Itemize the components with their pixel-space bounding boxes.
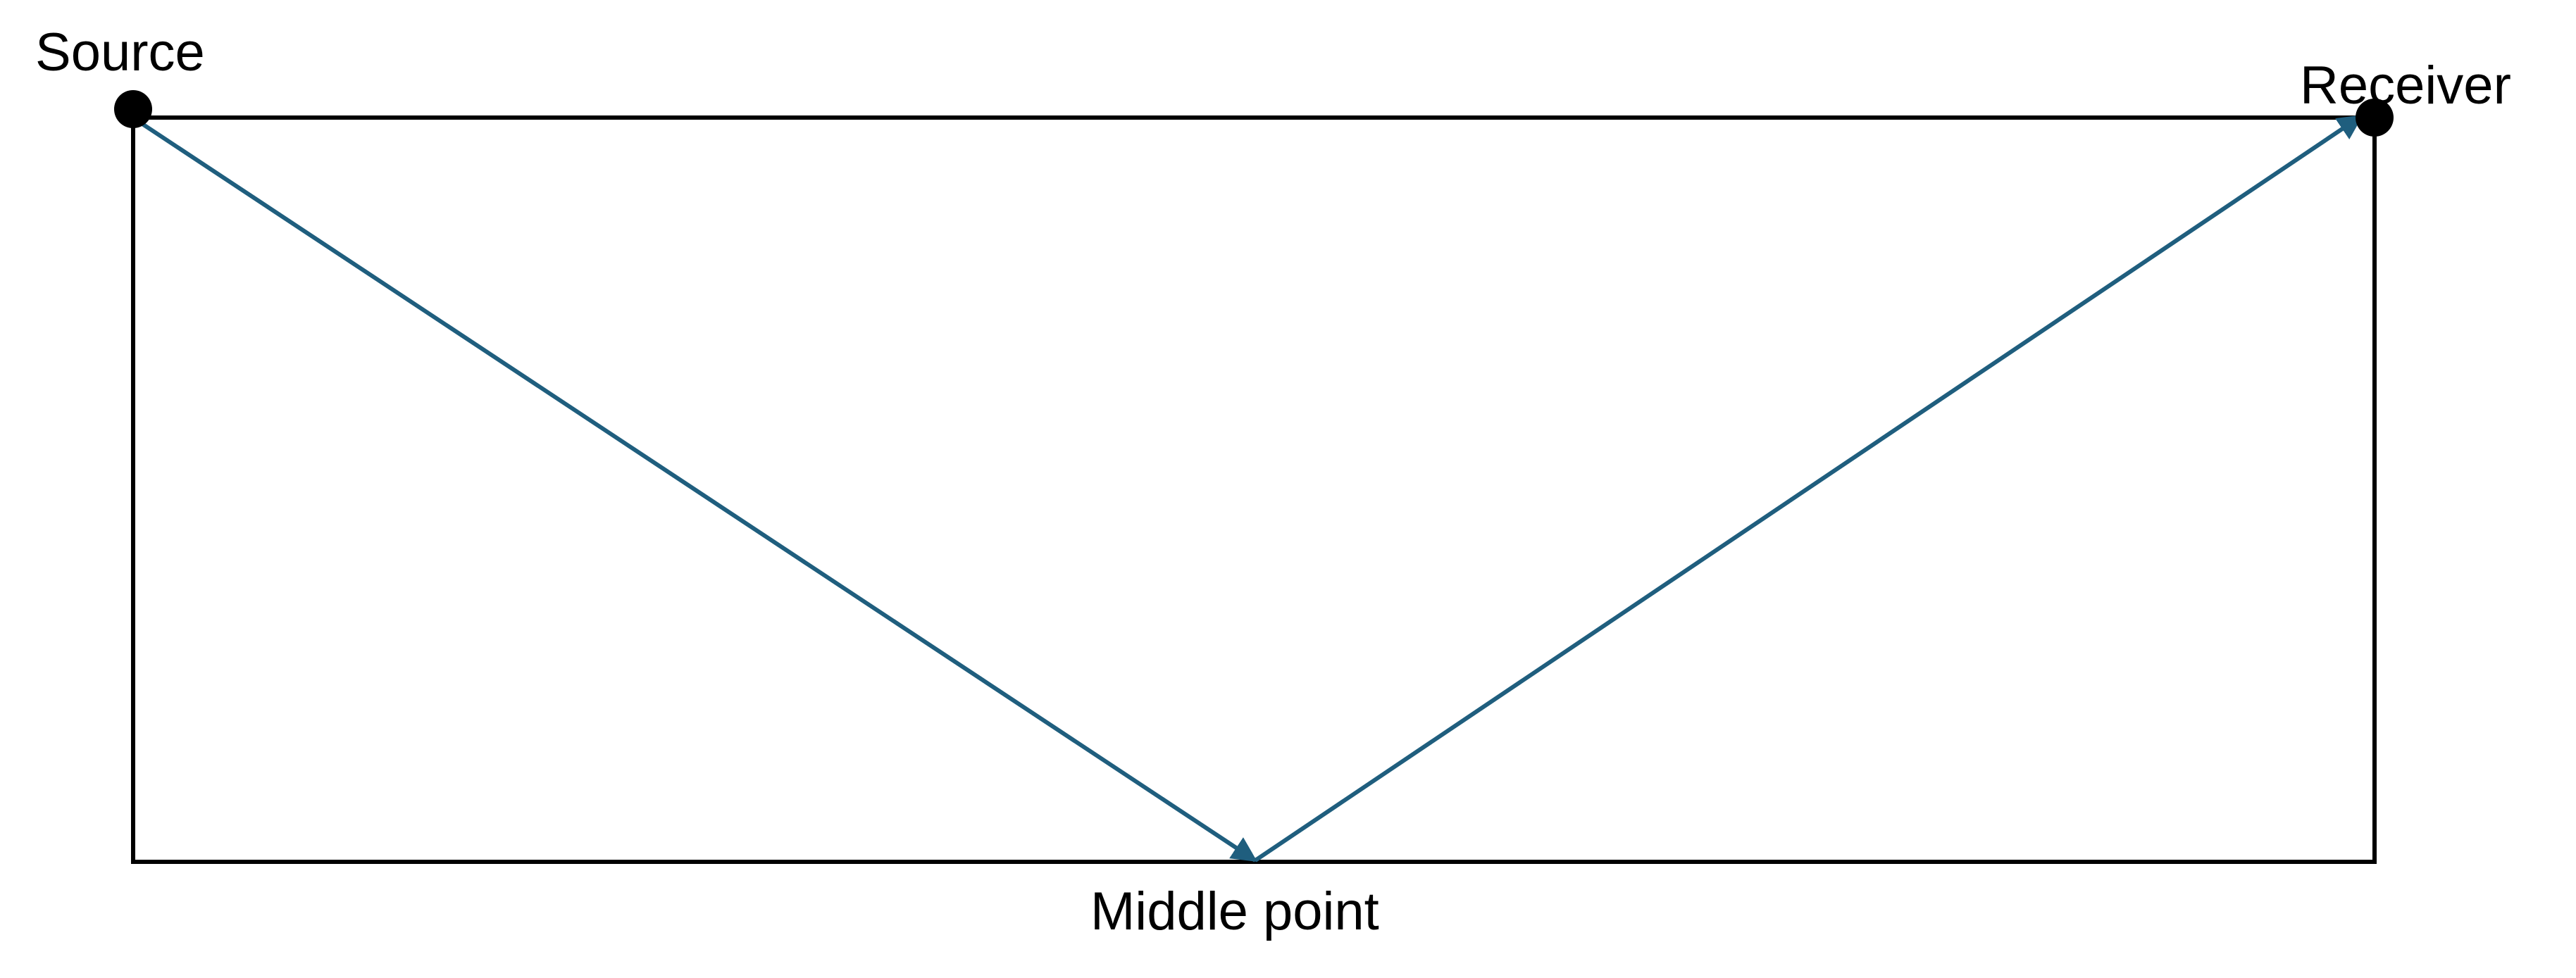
source-label: Source <box>35 23 205 82</box>
middle-point-label: Middle point <box>1090 882 1379 941</box>
reflected-ray-arrow <box>1254 114 2363 863</box>
receiver-point <box>2356 99 2394 137</box>
incident-ray-arrow <box>135 118 1258 863</box>
frame-rectangle <box>131 115 2377 864</box>
receiver-label: Receiver <box>2300 56 2511 115</box>
source-point <box>114 90 152 128</box>
